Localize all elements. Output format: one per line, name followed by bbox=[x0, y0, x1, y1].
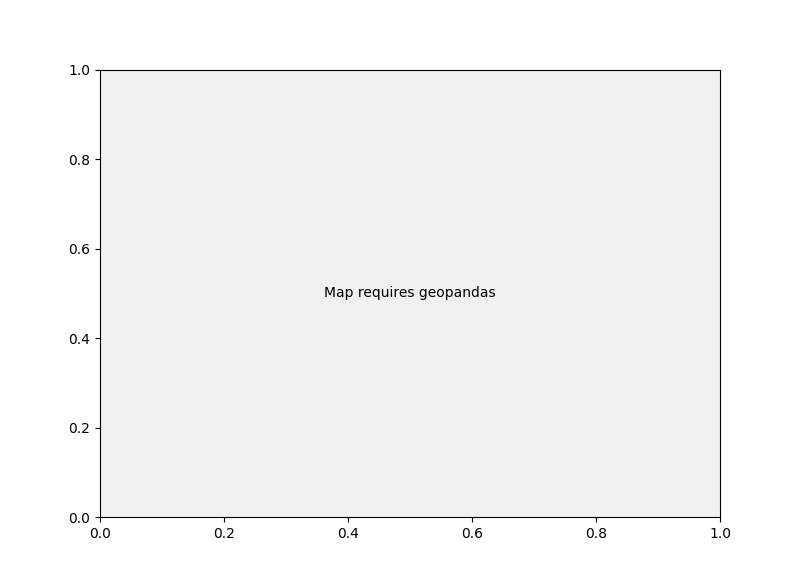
Text: Map requires geopandas: Map requires geopandas bbox=[324, 286, 496, 300]
